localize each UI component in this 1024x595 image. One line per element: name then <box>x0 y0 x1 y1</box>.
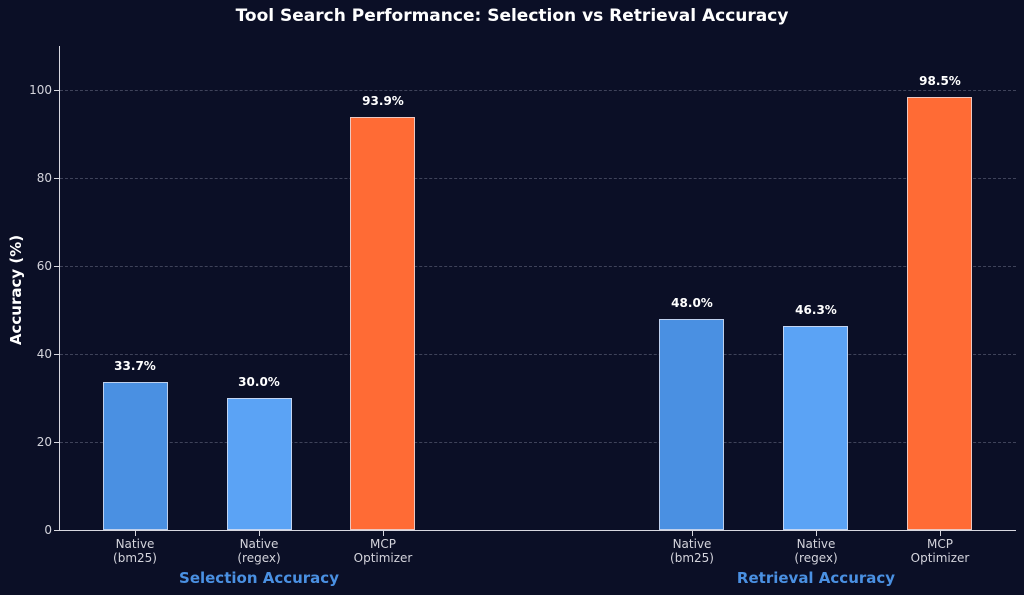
y-tick <box>54 530 59 531</box>
x-tick-label: MCP Optimizer <box>911 537 970 565</box>
value-label: 98.5% <box>919 74 961 88</box>
bar-selection-native-regex <box>227 398 292 530</box>
y-tick <box>54 266 59 267</box>
y-tick-label: 80 <box>36 171 52 185</box>
y-tick <box>54 354 59 355</box>
x-label-line2: (regex) <box>237 551 281 565</box>
x-label-line2: Optimizer <box>910 551 970 565</box>
x-tick <box>259 531 260 536</box>
x-label-line1: MCP <box>370 537 396 551</box>
group-label-retrieval: Retrieval Accuracy <box>736 569 896 587</box>
gridline-20 <box>60 442 1016 443</box>
x-tick <box>135 531 136 536</box>
y-axis-line <box>59 46 60 531</box>
y-tick-label: 0 <box>44 523 52 537</box>
value-label: 30.0% <box>238 375 280 389</box>
x-label-line1: MCP <box>927 537 953 551</box>
x-label-line2: (bm25) <box>113 551 157 565</box>
y-tick-label: 100 <box>29 83 52 97</box>
y-tick <box>54 442 59 443</box>
gridline-60 <box>60 266 1016 267</box>
x-label-line2: (bm25) <box>670 551 714 565</box>
value-label: 46.3% <box>795 303 837 317</box>
x-tick <box>383 531 384 536</box>
x-label-line2: (regex) <box>794 551 838 565</box>
y-tick-label: 20 <box>36 435 52 449</box>
bar-retrieval-mcp-optimizer <box>907 97 972 530</box>
gridline-40 <box>60 354 1016 355</box>
x-tick-label: Native (bm25) <box>670 537 714 565</box>
x-tick-label: Native (regex) <box>237 537 280 565</box>
x-tick <box>816 531 817 536</box>
gridline-80 <box>60 178 1016 179</box>
x-label-line1: Native <box>239 537 279 551</box>
bar-retrieval-native-regex <box>783 326 848 530</box>
y-tick <box>54 90 59 91</box>
x-tick <box>692 531 693 536</box>
x-tick-label: Native (bm25) <box>113 537 157 565</box>
y-axis-title: Accuracy (%) <box>7 234 25 346</box>
x-axis-line <box>59 530 1016 531</box>
x-tick <box>940 531 941 536</box>
bar-selection-native-bm25 <box>103 382 168 530</box>
gridline-100 <box>60 90 1016 91</box>
x-label-line1: Native <box>796 537 836 551</box>
value-label: 33.7% <box>114 359 156 373</box>
bar-retrieval-native-bm25 <box>659 319 724 530</box>
value-label: 93.9% <box>362 94 404 108</box>
group-label-selection: Selection Accuracy <box>179 569 339 587</box>
y-tick <box>54 178 59 179</box>
y-tick-label: 40 <box>36 347 52 361</box>
bar-selection-mcp-optimizer <box>350 117 415 530</box>
x-label-line1: Native <box>115 537 155 551</box>
x-label-line2: Optimizer <box>353 551 413 565</box>
x-tick-label: MCP Optimizer <box>354 537 413 565</box>
chart-title: Tool Search Performance: Selection vs Re… <box>235 6 789 26</box>
value-label: 48.0% <box>671 296 713 310</box>
y-tick-label: 60 <box>36 259 52 273</box>
x-label-line1: Native <box>672 537 712 551</box>
x-tick-label: Native (regex) <box>794 537 837 565</box>
